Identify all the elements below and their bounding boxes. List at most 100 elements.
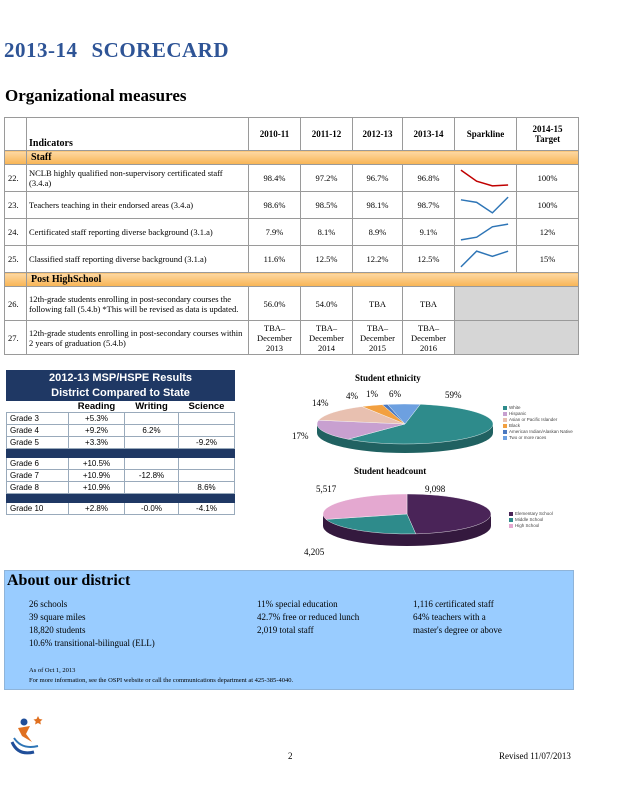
about-footnote: As of Oct 1, 2013 For more information, …: [29, 666, 293, 686]
footnote-date: As of Oct 1, 2013: [29, 667, 76, 674]
legend-label: Asian or Pacific Islander: [509, 417, 558, 422]
measure-value: 8.9%: [352, 218, 403, 246]
legend-swatch: [503, 435, 507, 440]
row-number: 23.: [4, 191, 27, 219]
legend-item: Middle School: [509, 517, 553, 523]
measure-value: 12.5%: [402, 245, 455, 273]
msp-value: +10.5%: [68, 457, 125, 470]
measure-value: 12.2%: [352, 245, 403, 273]
eth-label-native: 1%: [366, 389, 378, 399]
row-number: 27.: [4, 320, 27, 355]
about-fact: 1,116 certificated staff: [413, 599, 494, 609]
about-district-box: About our district 26 schools 39 square m…: [4, 570, 574, 690]
target-value: 12%: [516, 218, 579, 246]
msp-grade: Grade 10: [6, 502, 69, 515]
col-2012-13: 2012-13: [352, 117, 403, 151]
legend-swatch: [503, 411, 507, 416]
col-2013-14: 2013-14: [402, 117, 455, 151]
sparkline-cell: [454, 191, 517, 219]
legend-item: American Indian/Alaskan Native: [503, 429, 573, 435]
msp-row: Grade 10 +2.8% -0.0% -4.1%: [6, 502, 236, 515]
measure-row: 24. Certificated staff reporting diverse …: [4, 218, 579, 246]
indicator-text: 12th-grade students enrolling in post-se…: [26, 320, 249, 355]
about-title: About our district: [7, 572, 131, 589]
about-fact: 42.7% free or reduced lunch: [257, 612, 360, 622]
legend-swatch: [509, 517, 513, 522]
legend-swatch: [503, 423, 507, 428]
msp-value: 8.6%: [177, 481, 236, 494]
district-logo: [10, 716, 43, 755]
sparkline-line: [460, 223, 509, 241]
organizational-measures-table: Indicators 2010-11 2011-12 2012-13 2013-…: [4, 117, 579, 355]
legend-label: American Indian/Alaskan Native: [509, 429, 573, 434]
pie-slice-high-school: [322, 493, 408, 520]
msp-value: [124, 481, 179, 494]
msp-grade: Grade 5: [6, 436, 69, 449]
about-fact: 10.6% transitional-bilingual (ELL): [29, 638, 155, 648]
pie-slice-white: [348, 404, 494, 445]
headcount-legend: Elementary School Middle School High Schoo…: [509, 511, 553, 529]
msp-divider: [5, 448, 236, 458]
msp-value: [177, 457, 236, 470]
eth-label-asian: 14%: [312, 398, 329, 408]
page-number: 2: [288, 751, 293, 761]
headcount-chart-title: Student headcount: [354, 466, 427, 476]
measure-value: TBA– December 2015: [352, 320, 403, 355]
msp-value: +3.3%: [68, 436, 125, 449]
hc-label-middle: 4,205: [304, 547, 325, 557]
legend-swatch: [503, 417, 507, 422]
about-fact: 39 square miles: [29, 612, 86, 622]
measure-row: 23. Teachers teaching in their endorsed a…: [4, 191, 579, 219]
legend-label: High School: [515, 523, 540, 528]
row-number: 22.: [4, 164, 27, 192]
indicator-text: Teachers teaching in their endorsed area…: [26, 191, 249, 219]
eth-label-black: 4%: [346, 391, 358, 401]
col-sparkline: Sparkline: [454, 117, 517, 151]
msp-value: +9.2%: [68, 424, 125, 437]
measure-value: TBA: [352, 286, 403, 321]
measure-value: 54.0%: [300, 286, 353, 321]
measure-value: TBA: [402, 286, 455, 321]
measure-value: 98.5%: [300, 191, 353, 219]
about-column-3: 1,116 certificated staff 64% teachers wit…: [413, 598, 502, 637]
msp-grade: Grade 3: [6, 412, 69, 425]
about-fact: 2,019 total staff: [257, 625, 314, 635]
msp-title-1: 2012-13 MSP/HSPE Results: [5, 370, 236, 386]
msp-value: -4.1%: [177, 502, 236, 515]
msp-row: Grade 6 +10.5%: [6, 457, 236, 470]
pie-slice-elementary-school: [406, 493, 492, 535]
ethnicity-legend: White Hispanic Asian or Pacific Islander Bl…: [503, 405, 573, 441]
msp-value: 6.2%: [124, 424, 179, 437]
measure-value: 97.2%: [300, 164, 353, 192]
msp-grade: Grade 4: [6, 424, 69, 437]
about-column-2: 11% special education 42.7% free or reduc…: [257, 598, 359, 637]
msp-value: [177, 469, 236, 482]
legend-label: Black: [509, 423, 521, 428]
msp-title-2: District Compared to State: [5, 385, 236, 401]
measure-value: 96.7%: [352, 164, 403, 192]
sparkline-cell: [454, 245, 517, 273]
legend-item: Two or more races: [503, 435, 573, 441]
measure-value: 96.8%: [402, 164, 455, 192]
msp-col-blank: [6, 400, 69, 413]
ethnicity-pie-chart: [316, 403, 494, 453]
measure-value: TBA– December 2013: [248, 320, 301, 355]
msp-results-table: 2012-13 MSP/HSPE Results District Compar…: [5, 370, 236, 515]
measure-value: TBA– December 2014: [300, 320, 353, 355]
about-fact: 18,820 students: [29, 625, 86, 635]
indicator-text: 12th-grade students enrolling in post-se…: [26, 286, 249, 321]
legend-label: Hispanic: [509, 411, 527, 416]
msp-row: Grade 3 +5.3%: [6, 412, 236, 425]
col-indicators: Indicators: [26, 117, 249, 151]
eth-label-hispanic: 17%: [292, 431, 309, 441]
msp-value: [177, 424, 236, 437]
col-2010-11: 2010-11: [248, 117, 301, 151]
footnote-contact: For more information, see the OSPI websi…: [29, 677, 294, 684]
headcount-pie-chart: [322, 493, 492, 546]
legend-swatch: [503, 405, 507, 410]
measure-row: 27. 12th-grade students enrolling in post…: [4, 320, 579, 355]
target-value: 15%: [516, 245, 579, 273]
legend-item: Black: [503, 423, 573, 429]
pie-slice-hispanic: [316, 420, 406, 440]
about-column-1: 26 schools 39 square miles 18,820 students…: [29, 598, 155, 650]
